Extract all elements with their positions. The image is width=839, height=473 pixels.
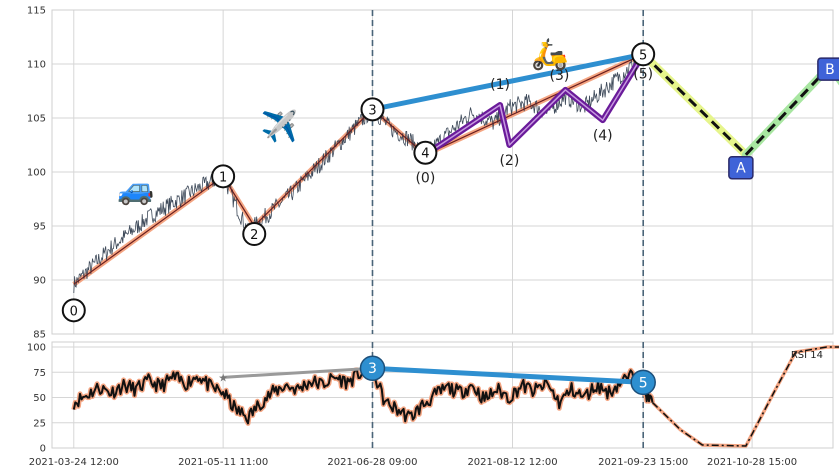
price-y-tick-label: 85 bbox=[33, 330, 46, 341]
rsi-y-tick-label: 100 bbox=[27, 343, 46, 354]
correction-dashed-line bbox=[744, 65, 831, 156]
sub-wave-label: (4) bbox=[593, 128, 613, 144]
x-tick-label: 2021-09-23 15:00 bbox=[598, 457, 688, 468]
x-tick-label: 2021-08-12 12:00 bbox=[467, 457, 557, 468]
wave-label-circle bbox=[61, 298, 86, 323]
sub-wave-label: (3) bbox=[549, 68, 569, 84]
airplane-icon: ✈️ bbox=[260, 107, 297, 144]
correction-label: A bbox=[736, 161, 746, 177]
rsi-divergence-line bbox=[221, 366, 374, 379]
trendline bbox=[369, 51, 646, 112]
price-y-tick-label: 115 bbox=[27, 6, 46, 17]
price-y-tick-label: 100 bbox=[27, 168, 46, 179]
sub-wave-label: (2) bbox=[499, 153, 519, 169]
rsi-marker-circle bbox=[359, 355, 386, 381]
rsi-divergence-line bbox=[369, 365, 646, 385]
primary-wave-label: 0 bbox=[70, 304, 78, 319]
wave-label-circle bbox=[631, 42, 656, 67]
correction-label-box bbox=[728, 155, 754, 180]
rsi-y-tick-label: 25 bbox=[33, 418, 46, 429]
wave-label-circle bbox=[211, 164, 236, 189]
correction-dashed-line bbox=[642, 53, 747, 156]
rsi-frame bbox=[51, 341, 834, 449]
rsi-projection-line bbox=[652, 346, 839, 447]
primary-wave-label: 2 bbox=[250, 228, 258, 243]
sub-wave-label: (5) bbox=[633, 66, 653, 82]
primary-wave-label: 1 bbox=[219, 170, 227, 185]
wave-label-circle bbox=[242, 222, 267, 246]
x-tick-label: 2021-06-28 09:00 bbox=[327, 457, 417, 468]
sub-wave-label: (0) bbox=[415, 171, 435, 187]
primary-wave-label: 5 bbox=[639, 48, 647, 63]
x-tick-label: 2021-03-24 12:00 bbox=[29, 457, 119, 468]
price-frame bbox=[51, 9, 834, 335]
correction-label-box bbox=[817, 57, 839, 81]
rsi-y-tick-label: 0 bbox=[40, 444, 46, 455]
correction-label: B bbox=[825, 62, 835, 78]
x-tick-label: 2021-10-28 15:00 bbox=[707, 457, 797, 468]
rsi-title: RSI 14 bbox=[791, 350, 823, 361]
car-icon: 🚙 bbox=[117, 172, 154, 207]
price-y-tick-label: 90 bbox=[33, 276, 46, 287]
scooter-icon: 🛵 bbox=[531, 37, 568, 72]
rsi-panel: 0 25 50 75 100 2021-03-24 12:00 2021-05-11 11:… bbox=[27, 341, 839, 468]
price-y-tick-label: 95 bbox=[33, 222, 46, 233]
primary-wave-label: 4 bbox=[421, 147, 429, 162]
star-icon: ★ bbox=[218, 371, 228, 384]
price-y-tick-label: 110 bbox=[27, 60, 46, 71]
sub-wave-core-line bbox=[424, 53, 644, 156]
price-y-tick-label: 105 bbox=[27, 114, 46, 125]
rsi-y-tick-label: 50 bbox=[33, 393, 46, 404]
primary-wave-core-line bbox=[73, 53, 644, 285]
rsi-marker-circle bbox=[630, 369, 656, 396]
price-panel: 85 90 95 100 105 110 115 0 1 2 3 4 5 (0) (1) (2) (3) (4) (… bbox=[27, 6, 839, 341]
sub-wave-label: (1) bbox=[490, 77, 510, 93]
wave-label-circle bbox=[413, 140, 438, 165]
wave-label-circle bbox=[360, 97, 385, 122]
rsi-y-tick-label: 75 bbox=[33, 368, 46, 379]
rsi-marker-label: 5 bbox=[639, 375, 648, 391]
primary-wave-label: 3 bbox=[368, 103, 376, 118]
rsi-marker-label: 3 bbox=[368, 361, 377, 377]
x-tick-label: 2021-05-11 11:00 bbox=[178, 457, 268, 468]
